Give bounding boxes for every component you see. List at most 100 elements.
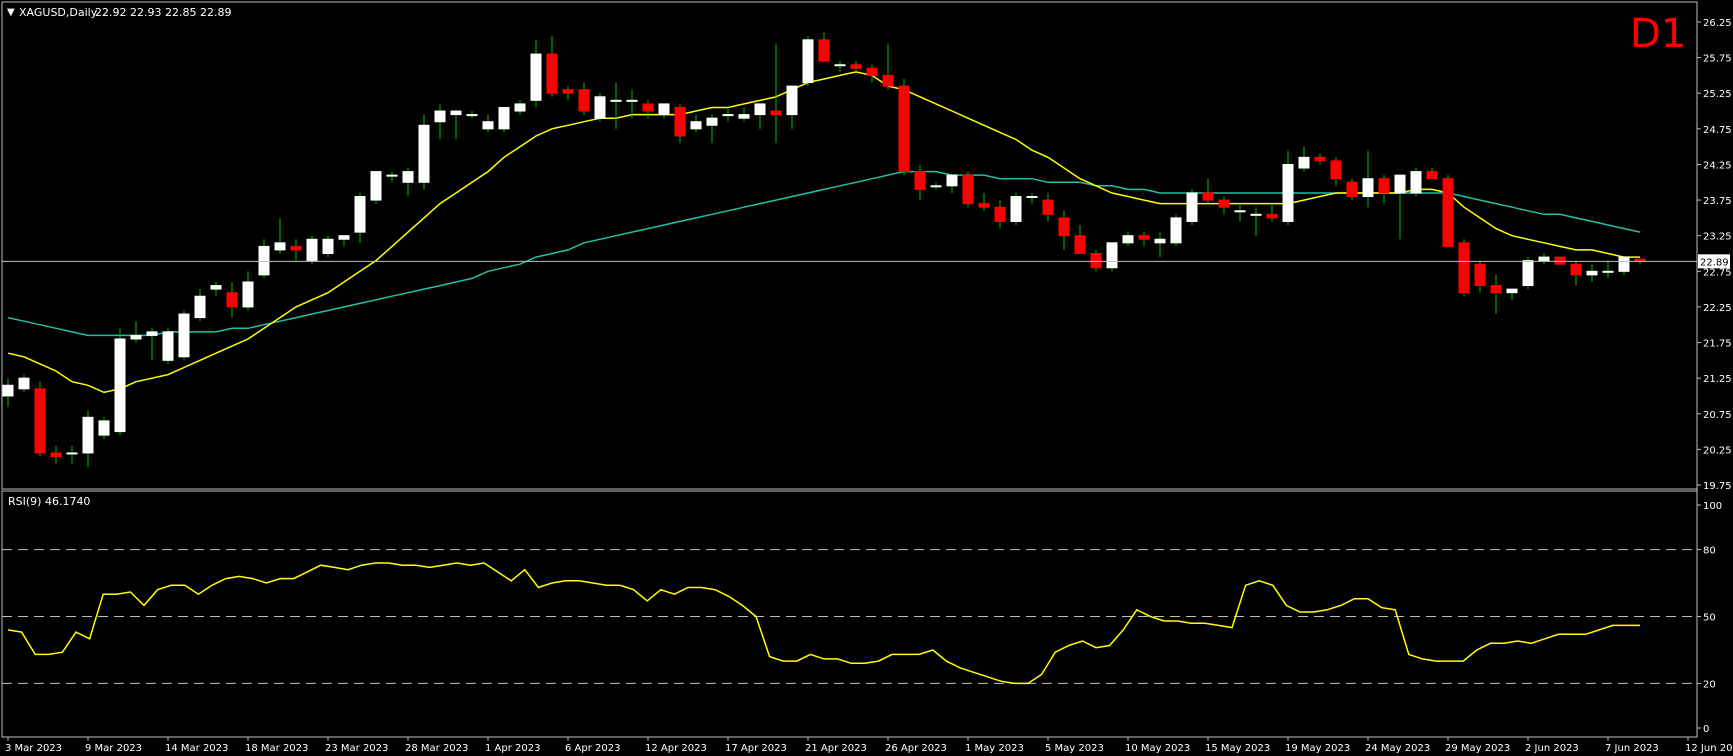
candle-body-bull xyxy=(466,114,478,117)
rsi-level-lines xyxy=(2,549,1697,684)
candle-body-bull xyxy=(178,313,190,358)
candle-body-bull xyxy=(98,420,110,436)
candle xyxy=(1506,288,1518,300)
candle xyxy=(834,61,846,72)
price-axis-label: 23.25 xyxy=(1703,232,1732,243)
candle-body-bear xyxy=(882,74,894,87)
candle xyxy=(242,271,254,311)
candle-body-bear xyxy=(1554,256,1566,265)
time-axis-label: 17 Apr 2023 xyxy=(725,743,787,754)
candle xyxy=(1410,168,1422,197)
candle-body-bull xyxy=(146,331,158,336)
candle xyxy=(18,374,30,393)
candle-body-bull xyxy=(690,121,702,130)
candle xyxy=(290,239,302,261)
candle xyxy=(738,107,750,122)
price-axis-label: 19.75 xyxy=(1703,481,1732,492)
candle-body-bear xyxy=(866,67,878,76)
candle-body-bull xyxy=(114,338,126,433)
candle-body-bear xyxy=(898,85,910,173)
candle xyxy=(1618,256,1630,275)
candle xyxy=(770,43,782,144)
candle-body-bull xyxy=(1106,242,1118,269)
time-axis-label: 7 Jun 2023 xyxy=(1605,743,1659,754)
candle xyxy=(1570,260,1582,286)
candle-body-bear xyxy=(850,64,862,69)
candle xyxy=(1490,274,1502,315)
candle-body-bull xyxy=(1154,238,1166,244)
candle xyxy=(450,110,462,140)
candle-body-bull xyxy=(1298,156,1310,169)
candle-body-bull xyxy=(530,53,542,101)
candle-body-bear xyxy=(978,203,990,208)
candle-body-bull xyxy=(338,235,350,240)
candle xyxy=(210,281,222,297)
time-axis-label: 18 Mar 2023 xyxy=(245,743,308,754)
candle-body-bull xyxy=(834,64,846,67)
candle xyxy=(1522,257,1534,290)
candle-body-bear xyxy=(562,89,574,94)
candle-body-bull xyxy=(1282,163,1294,222)
candle-body-bear xyxy=(1474,263,1486,287)
candle xyxy=(1266,203,1278,222)
candle-body-bear xyxy=(1042,199,1054,215)
candle xyxy=(1170,214,1182,247)
candle xyxy=(1090,249,1102,272)
candle-body-bull xyxy=(594,96,606,119)
candle xyxy=(1554,256,1566,265)
candle xyxy=(1394,174,1406,240)
price-axis-label: 20.25 xyxy=(1703,445,1732,456)
candle-body-bull xyxy=(130,334,142,340)
candle-body-bull xyxy=(1394,174,1406,194)
candle xyxy=(930,182,942,190)
chart-symbol-label: XAGUSD,Daily xyxy=(19,6,98,19)
candle xyxy=(194,289,206,322)
current-price-line-layer: 22.89 xyxy=(2,254,1730,269)
candle xyxy=(562,86,574,101)
candle xyxy=(2,378,14,407)
candle xyxy=(114,328,126,436)
price-axis-label: 22.25 xyxy=(1703,303,1732,314)
time-axis-label: 1 Apr 2023 xyxy=(485,743,540,754)
candle xyxy=(1298,146,1310,172)
candle-body-bull xyxy=(1506,288,1518,294)
candle-body-bear xyxy=(1346,181,1358,198)
candle xyxy=(530,39,542,108)
candle-body-bear xyxy=(226,292,238,308)
candle xyxy=(818,32,830,62)
candle xyxy=(274,217,286,254)
candle-body-bull xyxy=(802,39,814,84)
time-axis-label: 19 May 2023 xyxy=(1285,743,1350,754)
candle xyxy=(1586,264,1598,282)
candle xyxy=(1026,192,1038,204)
time-axis-label: 14 Mar 2023 xyxy=(165,743,228,754)
candle xyxy=(1330,157,1342,186)
chart-ohlc-label: 22.92 22.93 22.85 22.89 xyxy=(95,6,231,19)
candle-body-bull xyxy=(626,99,638,102)
time-axis-label: 29 May 2023 xyxy=(1445,743,1510,754)
candle xyxy=(722,107,734,122)
candle xyxy=(514,100,526,115)
candle-body-bear xyxy=(994,206,1006,222)
candle-body-bull xyxy=(1250,213,1262,216)
candle-body-bull xyxy=(498,106,510,130)
candle-body-bull xyxy=(210,285,222,290)
chart-collapse-triangle-icon[interactable]: ▼ xyxy=(7,7,15,18)
time-axis-label: 5 May 2023 xyxy=(1045,743,1104,754)
candle xyxy=(1154,232,1166,258)
candle-body-bull xyxy=(1618,256,1630,272)
price-axis-label: 23.75 xyxy=(1703,196,1732,207)
candle-body-bear xyxy=(578,89,590,112)
current-price-tag xyxy=(1698,254,1730,269)
candle xyxy=(386,171,398,183)
candle-body-bull xyxy=(946,174,958,187)
candle xyxy=(674,103,686,144)
candle xyxy=(1538,253,1550,265)
candle xyxy=(754,103,766,129)
candle-body-bull xyxy=(738,114,750,119)
candle xyxy=(546,36,558,97)
candle-body-bear xyxy=(674,106,686,137)
candle-body-bull xyxy=(1026,196,1038,199)
candle-body-bear xyxy=(1202,192,1214,201)
candle xyxy=(1074,225,1086,254)
